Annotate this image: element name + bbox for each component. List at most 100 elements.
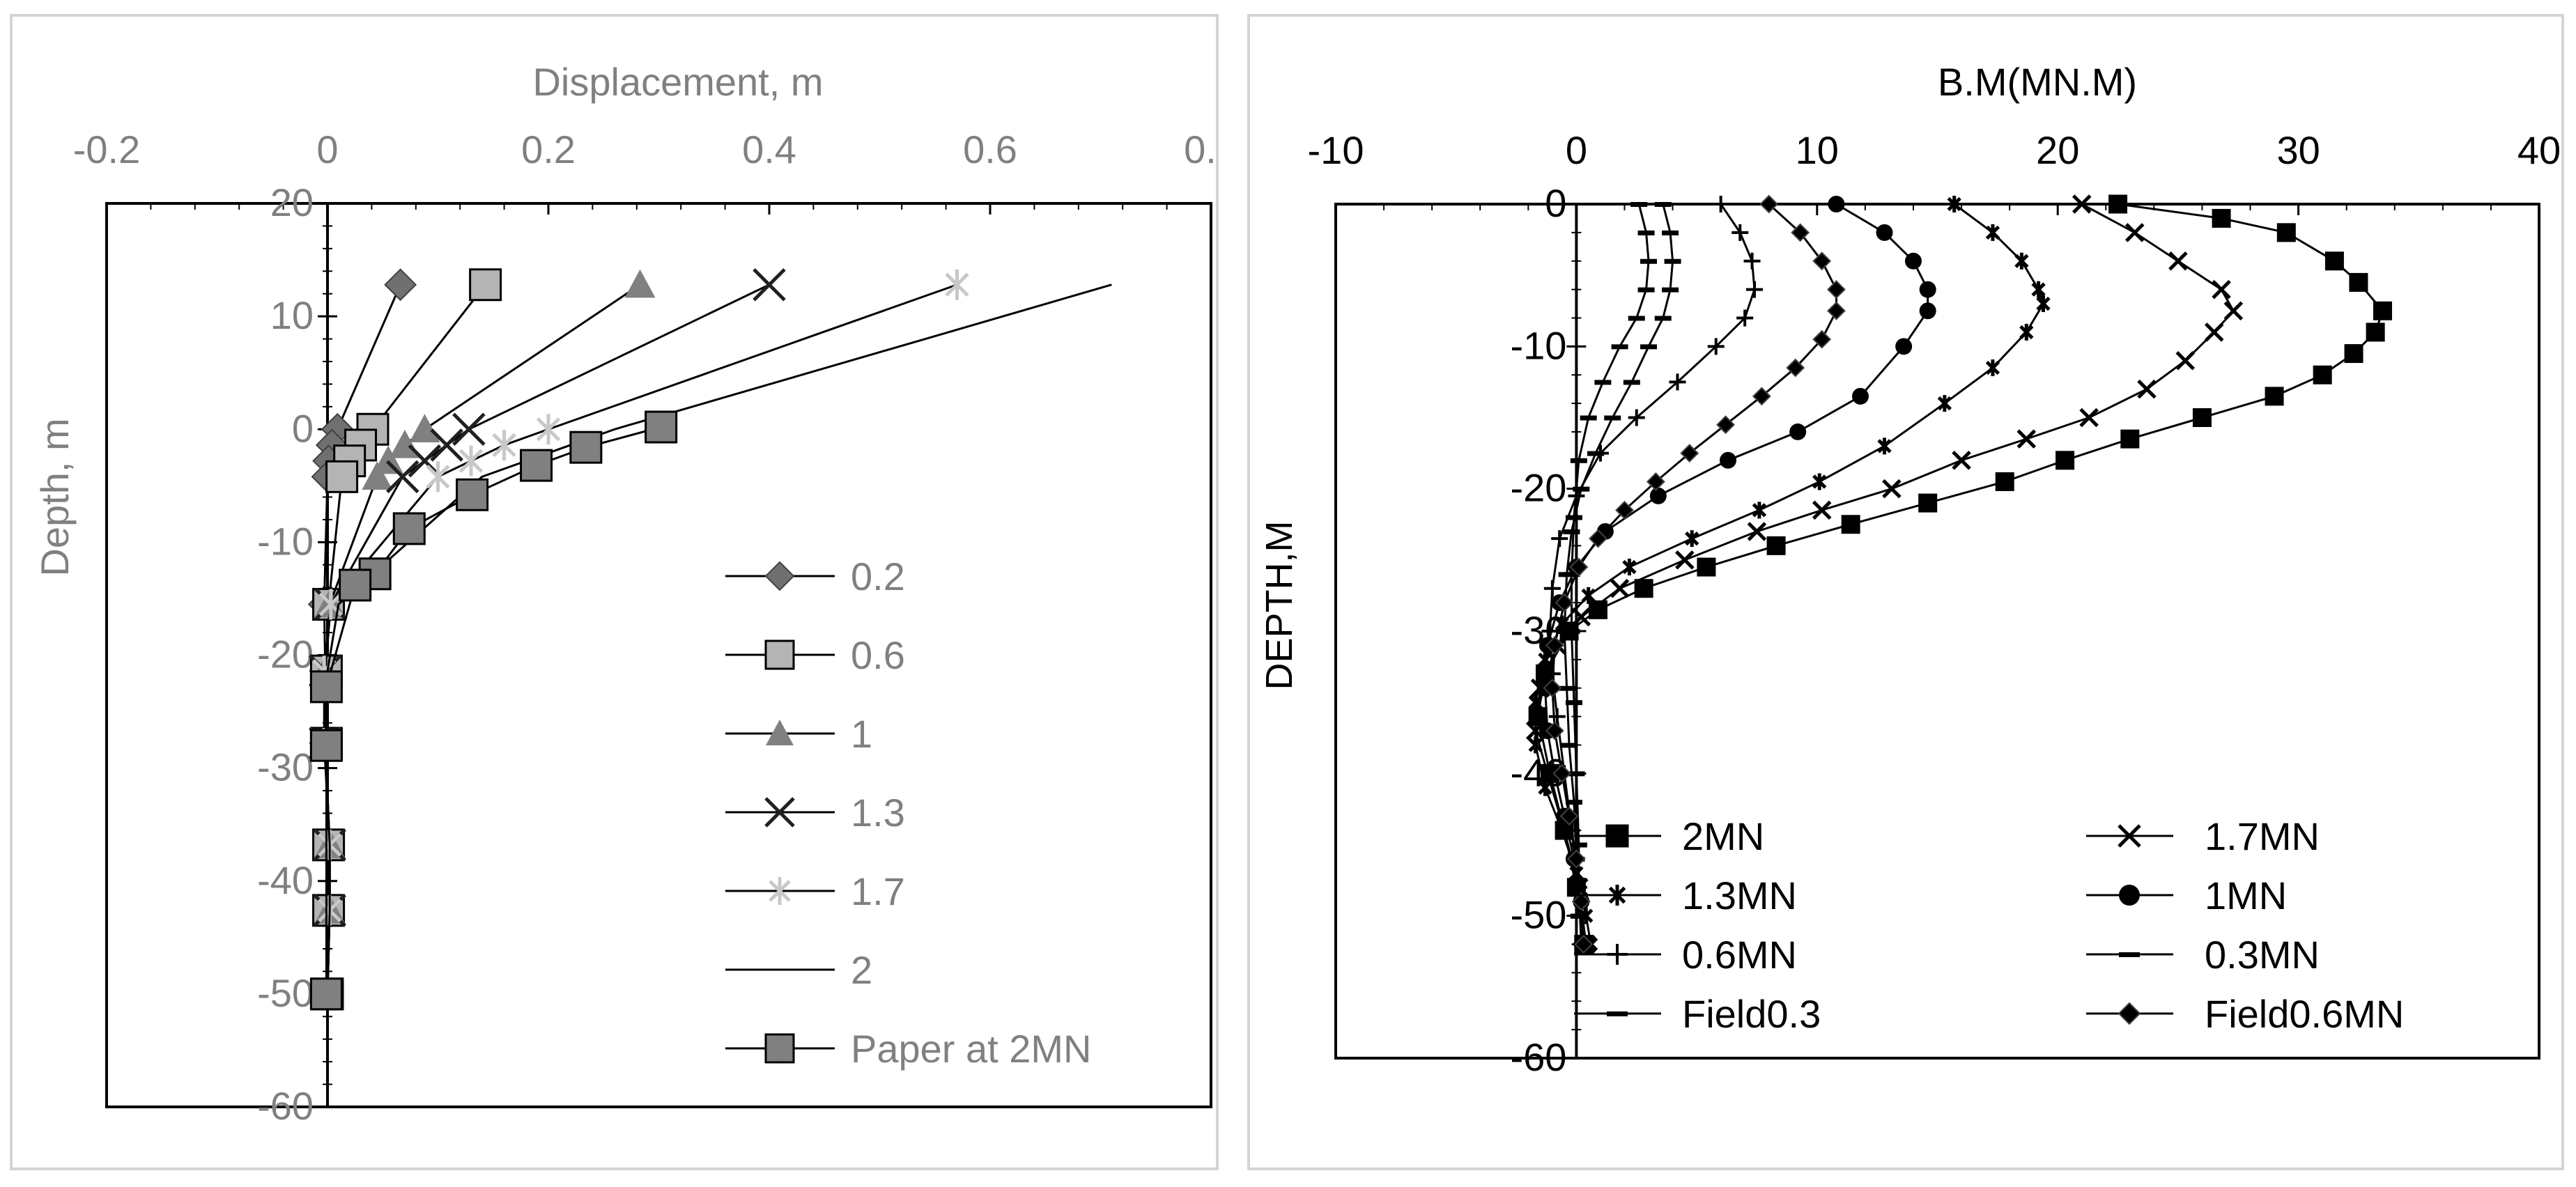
data-point xyxy=(1637,230,1655,235)
data-point xyxy=(1895,338,1913,355)
legend-marker xyxy=(1605,824,1629,848)
data-point xyxy=(1828,196,1845,212)
x-tick-label: 0.8 xyxy=(1184,127,1216,171)
data-point xyxy=(309,729,343,762)
data-point xyxy=(1745,281,1763,298)
data-point xyxy=(339,568,372,602)
legend-marker xyxy=(764,639,795,670)
data-point xyxy=(1573,486,1590,492)
legend-label: 1 xyxy=(851,712,872,756)
data-point xyxy=(2019,323,2034,341)
legend-item: 0.2 xyxy=(725,554,905,598)
data-point xyxy=(2031,281,2046,298)
data-point xyxy=(2276,223,2296,242)
data-point xyxy=(1543,678,1562,698)
data-point xyxy=(1812,473,1827,490)
data-point xyxy=(1571,892,1591,911)
data-point xyxy=(1565,800,1582,805)
x-tick-label: 0 xyxy=(316,127,338,171)
legend-marker xyxy=(764,561,795,591)
series-paper-at-2mn xyxy=(309,410,678,1011)
series-2 xyxy=(324,284,1112,994)
data-point xyxy=(1589,529,1607,548)
legend-marker xyxy=(1608,885,1626,906)
x-tick-label: 0 xyxy=(1566,128,1587,172)
legend-marker xyxy=(764,1033,795,1064)
legend-marker xyxy=(769,877,791,905)
data-point xyxy=(945,269,969,300)
legend-marker xyxy=(2119,885,2140,906)
data-point xyxy=(2373,301,2392,320)
data-point xyxy=(753,267,786,302)
data-point xyxy=(1937,395,1952,412)
data-point xyxy=(1623,380,1640,385)
data-point xyxy=(1565,700,1582,706)
data-point xyxy=(2016,429,2037,449)
data-point xyxy=(2056,451,2075,470)
series-line xyxy=(1563,203,1674,916)
data-point xyxy=(1812,251,1832,271)
legend-marker xyxy=(2118,824,2141,848)
data-point xyxy=(1985,224,2000,241)
data-point xyxy=(1654,316,1672,321)
legend-label: 2 xyxy=(851,948,872,992)
legend-item: 0.6 xyxy=(725,633,905,677)
data-point xyxy=(2036,295,2051,313)
series-line xyxy=(324,284,770,994)
series-line xyxy=(1570,203,1650,916)
y-axis-title: Depth, m xyxy=(33,418,77,576)
y-tick-label: 20 xyxy=(270,180,314,224)
data-point xyxy=(1622,559,1637,576)
series-1-3 xyxy=(309,267,786,1011)
data-point xyxy=(1604,415,1621,421)
legend: 2MN 1.7MN 1.3MN 1MN 0.6MN 0.3MN Field0.3 Field0… xyxy=(1574,814,2404,1036)
data-point xyxy=(1570,842,1587,848)
data-point xyxy=(1904,252,1922,270)
data-point xyxy=(1752,387,1771,406)
data-point xyxy=(1538,651,1552,668)
y-tick-label: -50 xyxy=(257,971,314,1015)
series-field0-6mn xyxy=(1543,194,1846,954)
legend-item: 1.3MN xyxy=(1574,874,1797,917)
data-point xyxy=(409,414,440,442)
data-point xyxy=(1952,451,1971,470)
data-point xyxy=(1675,550,1695,570)
data-point xyxy=(2324,251,2344,271)
data-point xyxy=(2120,429,2140,449)
y-tick-label: 0 xyxy=(292,406,314,450)
data-point xyxy=(458,445,484,476)
data-point xyxy=(2313,365,2332,385)
chart-panel-displacement: Displacement, m Depth, m -0.2 0 0.2 0.4 0.6 0… xyxy=(10,14,1219,1170)
data-point xyxy=(1640,344,1658,350)
data-point xyxy=(1791,223,1810,242)
data-point xyxy=(386,460,419,494)
data-point xyxy=(2223,301,2244,321)
legend-item: 0.3MN xyxy=(2086,933,2320,977)
data-point xyxy=(1611,344,1628,350)
data-point xyxy=(1545,636,1564,655)
legend-item: 1.3 xyxy=(725,791,905,835)
data-point xyxy=(426,461,450,492)
data-point xyxy=(2344,344,2363,364)
y-tick-label: -10 xyxy=(1510,323,1566,367)
data-point xyxy=(1646,472,1665,491)
data-point xyxy=(452,412,486,447)
data-point xyxy=(2079,408,2099,428)
data-point xyxy=(1664,258,1681,264)
x-tick-label: 30 xyxy=(2276,128,2320,172)
data-point xyxy=(469,268,502,302)
legend-label: 1.7 xyxy=(851,869,905,913)
data-point xyxy=(2192,408,2212,427)
data-point xyxy=(2014,252,2029,270)
data-point xyxy=(1570,458,1587,463)
y-tick-label: -10 xyxy=(257,519,314,563)
legend-item: 0.6MN xyxy=(1574,933,1797,977)
data-point xyxy=(1766,536,1786,555)
legend: 0.2 0.6 1 1.3 1.7 2 Paper at 2MN xyxy=(725,554,1092,1071)
data-point xyxy=(1697,557,1716,577)
data-point xyxy=(1680,444,1699,463)
data-point xyxy=(1918,493,1938,513)
data-point xyxy=(1876,224,1893,241)
data-point xyxy=(1752,502,1767,519)
data-point xyxy=(1712,196,1729,212)
